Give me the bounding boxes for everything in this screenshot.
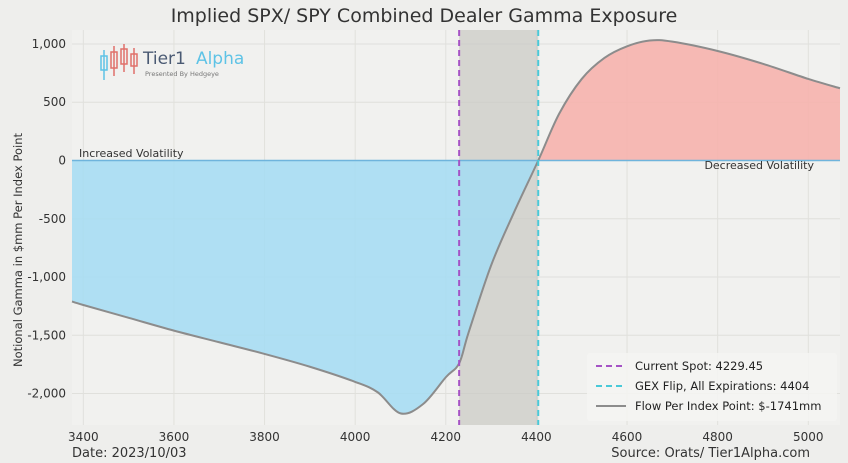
logo: Tier1 Alpha Presented By Hedgeye: [100, 44, 244, 80]
legend-flow: Flow Per Index Point: $-1741mm: [635, 399, 821, 413]
legend: Current Spot: 4229.45 GEX Flip, All Expi…: [587, 353, 837, 421]
x-tick-label: 3400: [68, 430, 99, 444]
legend-current-spot: Current Spot: 4229.45: [635, 359, 763, 373]
y-tick-label: -2,000: [27, 387, 66, 401]
footer-date: Date: 2023/10/03: [72, 446, 187, 461]
x-tick-label: 4400: [521, 430, 552, 444]
footer-source: Source: Orats/ Tier1Alpha.com: [611, 446, 810, 461]
y-tick-label: -500: [39, 212, 66, 226]
positive-gamma-area: [72, 40, 840, 161]
x-tick-label: 4000: [340, 430, 371, 444]
y-tick-label: 0: [58, 154, 66, 168]
flow-curve: [71, 39, 841, 415]
x-tick-label: 4800: [702, 430, 733, 444]
x-tick-label: 4200: [431, 430, 462, 444]
y-tick-label: 500: [43, 95, 66, 109]
negative-gamma-area: [72, 160, 539, 414]
svg-text:Tier1 Alpha: Tier1 Alpha: [142, 49, 244, 69]
logo-name-main: Tier1: [142, 49, 186, 69]
x-tick-label: 3600: [159, 430, 190, 444]
y-axis-label: Notional Gamma in $mm Per Index Point: [11, 133, 25, 367]
chart-title: Implied SPX/ SPY Combined Dealer Gamma E…: [171, 5, 678, 27]
candlestick-icon: [100, 44, 138, 80]
annotation-increased-volatility: Increased Volatility: [79, 147, 184, 160]
logo-tagline: Presented By Hedgeye: [145, 70, 219, 78]
legend-gex-flip: GEX Flip, All Expirations: 4404: [635, 379, 809, 393]
annotation-decreased-volatility: Decreased Volatility: [704, 159, 814, 172]
y-tick-label: -1,500: [27, 328, 66, 342]
y-tick-label: 1,000: [32, 37, 66, 51]
y-tick-label: -1,000: [27, 270, 66, 284]
x-tick-label: 4600: [612, 430, 643, 444]
legend-box: [587, 353, 837, 421]
x-tick-label: 5000: [793, 430, 824, 444]
x-tick-label: 3800: [249, 430, 280, 444]
x-axis-ticks: 3400 3600 3800 4000 4200 4400 4600 4800 5000: [68, 430, 824, 444]
y-axis-ticks: 1,000 500 0 -500 -1,000 -1,500 -2,000: [27, 37, 66, 401]
logo-name-accent: Alpha: [196, 49, 244, 69]
